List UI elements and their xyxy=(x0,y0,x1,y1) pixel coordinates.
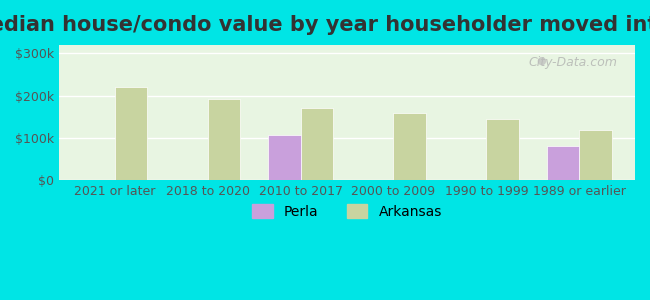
Bar xyxy=(207,99,240,180)
Text: ●: ● xyxy=(536,56,546,66)
Bar xyxy=(547,146,579,180)
Text: City-Data.com: City-Data.com xyxy=(529,56,617,69)
Title: Median house/condo value by year householder moved into unit: Median house/condo value by year househo… xyxy=(0,15,650,35)
Bar xyxy=(393,113,426,180)
Legend: Perla, Arkansas: Perla, Arkansas xyxy=(246,199,447,225)
Bar xyxy=(268,135,300,180)
Bar xyxy=(486,119,519,180)
Bar xyxy=(300,108,333,180)
Bar xyxy=(579,130,612,180)
Bar xyxy=(115,87,148,180)
